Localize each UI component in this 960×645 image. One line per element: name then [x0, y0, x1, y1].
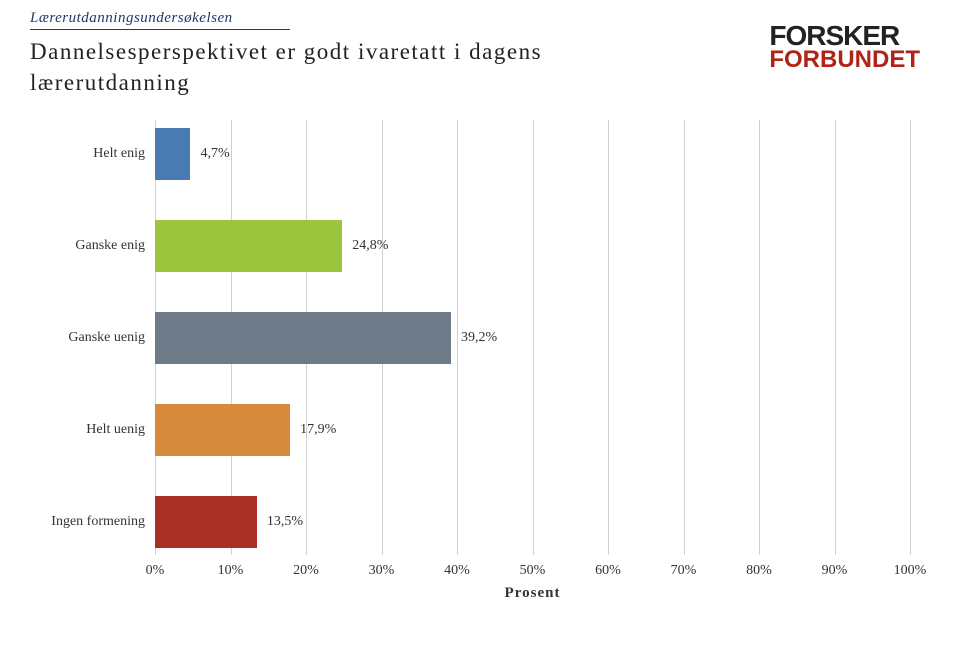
- x-tick-label: 0%: [146, 563, 165, 579]
- x-tick-label: 90%: [822, 563, 848, 579]
- x-tick-label: 50%: [520, 563, 546, 579]
- x-tick-label: 80%: [746, 563, 772, 579]
- category-label: Helt uenig: [86, 422, 145, 438]
- chart-area: Prosent 0%10%20%30%40%50%60%70%80%90%100…: [30, 120, 920, 605]
- title-line-2: lærerutdanning: [30, 70, 190, 95]
- logo-bottom: FORBUNDET: [769, 48, 920, 72]
- bar: [155, 496, 257, 548]
- bar-row: Ganske uenig39,2%: [155, 312, 910, 364]
- chart-title: Dannelsesperspektivet er godt ivaretatt …: [30, 36, 590, 98]
- bar: [155, 404, 290, 456]
- category-label: Ganske uenig: [68, 330, 145, 346]
- page: Lærerutdanningsundersøkelsen Dannelsespe…: [0, 0, 960, 645]
- bar-row: Ganske enig24,8%: [155, 220, 910, 272]
- category-label: Helt enig: [93, 146, 145, 162]
- x-tick-label: 100%: [894, 563, 927, 579]
- logo: FORSKER FORBUNDET: [769, 22, 920, 72]
- value-label: 13,5%: [267, 514, 303, 530]
- x-tick-label: 30%: [369, 563, 395, 579]
- value-label: 39,2%: [461, 330, 497, 346]
- bar-row: Helt uenig17,9%: [155, 404, 910, 456]
- bar-row: Ingen formening13,5%: [155, 496, 910, 548]
- x-tick-label: 40%: [444, 563, 470, 579]
- bar: [155, 312, 451, 364]
- value-label: 24,8%: [352, 238, 388, 254]
- x-tick-label: 60%: [595, 563, 621, 579]
- x-tick-label: 20%: [293, 563, 319, 579]
- x-axis-title: Prosent: [505, 585, 561, 602]
- chart-plot: Prosent 0%10%20%30%40%50%60%70%80%90%100…: [155, 120, 910, 555]
- value-label: 4,7%: [200, 146, 229, 162]
- category-label: Ingen formening: [51, 514, 145, 530]
- title-line-1: Dannelsesperspektivet er godt ivaretatt …: [30, 39, 542, 64]
- value-label: 17,9%: [300, 422, 336, 438]
- bar-row: Helt enig4,7%: [155, 128, 910, 180]
- grid-line: [910, 120, 911, 555]
- x-tick-label: 70%: [671, 563, 697, 579]
- bar: [155, 128, 190, 180]
- x-tick-label: 10%: [218, 563, 244, 579]
- survey-name: Lærerutdanningsundersøkelsen: [30, 10, 290, 30]
- bar: [155, 220, 342, 272]
- category-label: Ganske enig: [75, 238, 145, 254]
